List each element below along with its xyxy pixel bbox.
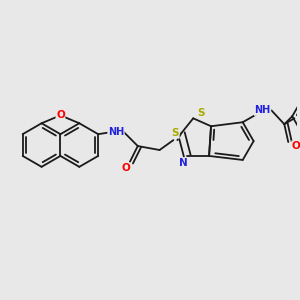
Text: N: N <box>179 158 188 168</box>
Text: O: O <box>122 163 130 173</box>
Text: O: O <box>292 141 300 151</box>
Text: O: O <box>56 110 65 120</box>
Text: NH: NH <box>254 105 271 115</box>
Text: NH: NH <box>108 127 124 137</box>
Text: S: S <box>197 108 205 118</box>
Text: S: S <box>172 128 179 138</box>
